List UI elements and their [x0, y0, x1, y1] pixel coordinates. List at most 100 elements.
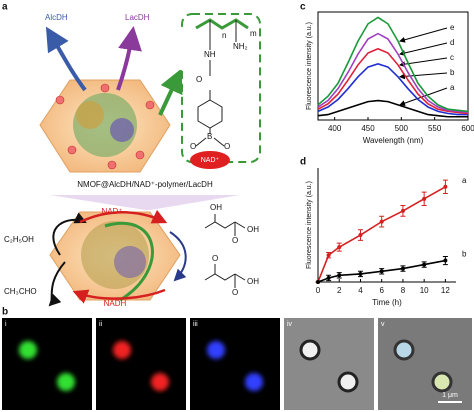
particle	[431, 371, 453, 393]
marker	[337, 273, 342, 278]
marker	[358, 271, 363, 276]
atom: O	[232, 288, 238, 297]
series-line	[317, 99, 468, 118]
atom: B	[207, 132, 212, 141]
zoom-box	[181, 13, 261, 163]
arrow	[48, 261, 66, 307]
label-arrow	[399, 27, 448, 43]
marker	[326, 253, 331, 258]
micrograph-label: v	[381, 321, 385, 328]
scale-bar-label: 1 μm	[442, 392, 458, 399]
micrograph	[96, 318, 186, 410]
panel-label: b	[2, 307, 8, 318]
marker	[443, 258, 448, 263]
series-label: b	[450, 68, 455, 77]
subscript: n	[222, 31, 226, 40]
molecule-label: CH₃CHO	[4, 287, 37, 296]
nad-label: NAD⁺	[201, 157, 220, 164]
bonds	[195, 128, 225, 147]
series-label: b	[462, 250, 467, 259]
enzyme	[76, 101, 104, 129]
atom: OH	[210, 203, 222, 212]
lactate-structure	[204, 214, 246, 236]
x-tick-label: 500	[395, 124, 409, 133]
x-tick-label: 450	[361, 124, 375, 133]
series-line	[317, 32, 469, 114]
micrographs: 1 μm i ii iii iv v	[2, 318, 472, 410]
marker	[400, 266, 405, 271]
plot-frame	[317, 11, 469, 121]
x-tick-label: 550	[428, 124, 442, 133]
y-axis-label: Fluorescence intensity (a.u.)	[306, 181, 313, 269]
arrow	[169, 231, 187, 282]
micrograph	[284, 318, 374, 410]
arrow	[45, 26, 87, 92]
benzene-ring	[197, 99, 223, 129]
arrow	[116, 26, 142, 91]
series-line	[317, 16, 469, 113]
micrograph-label: ii	[99, 321, 103, 328]
series-line	[317, 47, 469, 115]
polymer	[104, 221, 154, 302]
y-axis-label: Fluorescence intensity (a.u.)	[306, 22, 313, 110]
arrow	[72, 288, 166, 304]
panel-label: c	[300, 2, 306, 13]
particle	[337, 371, 359, 393]
atom: O	[224, 142, 230, 151]
label-arrow	[399, 72, 448, 80]
zoom-cone	[50, 195, 240, 210]
enzyme	[114, 246, 146, 278]
marker	[326, 275, 331, 280]
particle	[207, 341, 225, 359]
series-line	[317, 62, 468, 116]
marker	[358, 233, 363, 238]
particle	[113, 341, 131, 359]
molecule-label: C₂H₅OH	[4, 235, 34, 244]
marker	[400, 208, 405, 213]
nad-spheres	[55, 83, 155, 170]
marker	[422, 196, 427, 201]
label-arrow	[399, 42, 448, 56]
particle	[151, 373, 169, 391]
x-tick-label: 4	[358, 286, 363, 295]
arrow	[52, 212, 87, 256]
x-tick-label: 6	[379, 286, 384, 295]
particle	[19, 341, 37, 359]
marker	[379, 269, 384, 274]
marker	[422, 262, 427, 267]
particle	[57, 373, 75, 391]
atom: OH	[247, 225, 259, 234]
atom: O	[232, 236, 238, 245]
series-label: a	[450, 83, 455, 92]
micrograph-label: i	[5, 321, 7, 328]
pyruvate-structure	[204, 264, 246, 288]
caption: NMOF@AlcDH/NAD⁺-polymer/LacDH	[77, 180, 213, 189]
x-tick-label: 400	[328, 124, 342, 133]
x-tick-label: 2	[337, 286, 342, 295]
axes	[317, 168, 456, 283]
particle	[393, 339, 415, 361]
series-label: e	[450, 23, 455, 32]
arrow	[158, 68, 183, 116]
atom: OH	[247, 277, 259, 286]
cofactor-label: NADH	[104, 299, 127, 308]
marker	[337, 245, 342, 250]
series-label: a	[462, 176, 467, 185]
x-axis-label: Wavelength (nm)	[363, 136, 424, 145]
cofactor-label: NAD⁺	[101, 207, 122, 216]
x-tick-label: 10	[420, 286, 429, 295]
atom: O	[190, 142, 196, 151]
subscript: m	[250, 29, 257, 38]
nad-ellipse	[190, 151, 230, 169]
scheme: AlcDH LacDH m n NH NH₂ O B O O NAD⁺ NMOF…	[4, 13, 261, 308]
x-tick-label: 0	[316, 286, 321, 295]
particle	[245, 373, 263, 391]
atom: O	[212, 254, 218, 263]
arrow	[79, 209, 168, 224]
x-tick-label: 8	[401, 286, 406, 295]
micrograph-label: iv	[287, 321, 293, 328]
marker	[316, 280, 320, 284]
enzyme	[110, 118, 134, 142]
enzyme-label: AlcDH	[45, 13, 68, 22]
